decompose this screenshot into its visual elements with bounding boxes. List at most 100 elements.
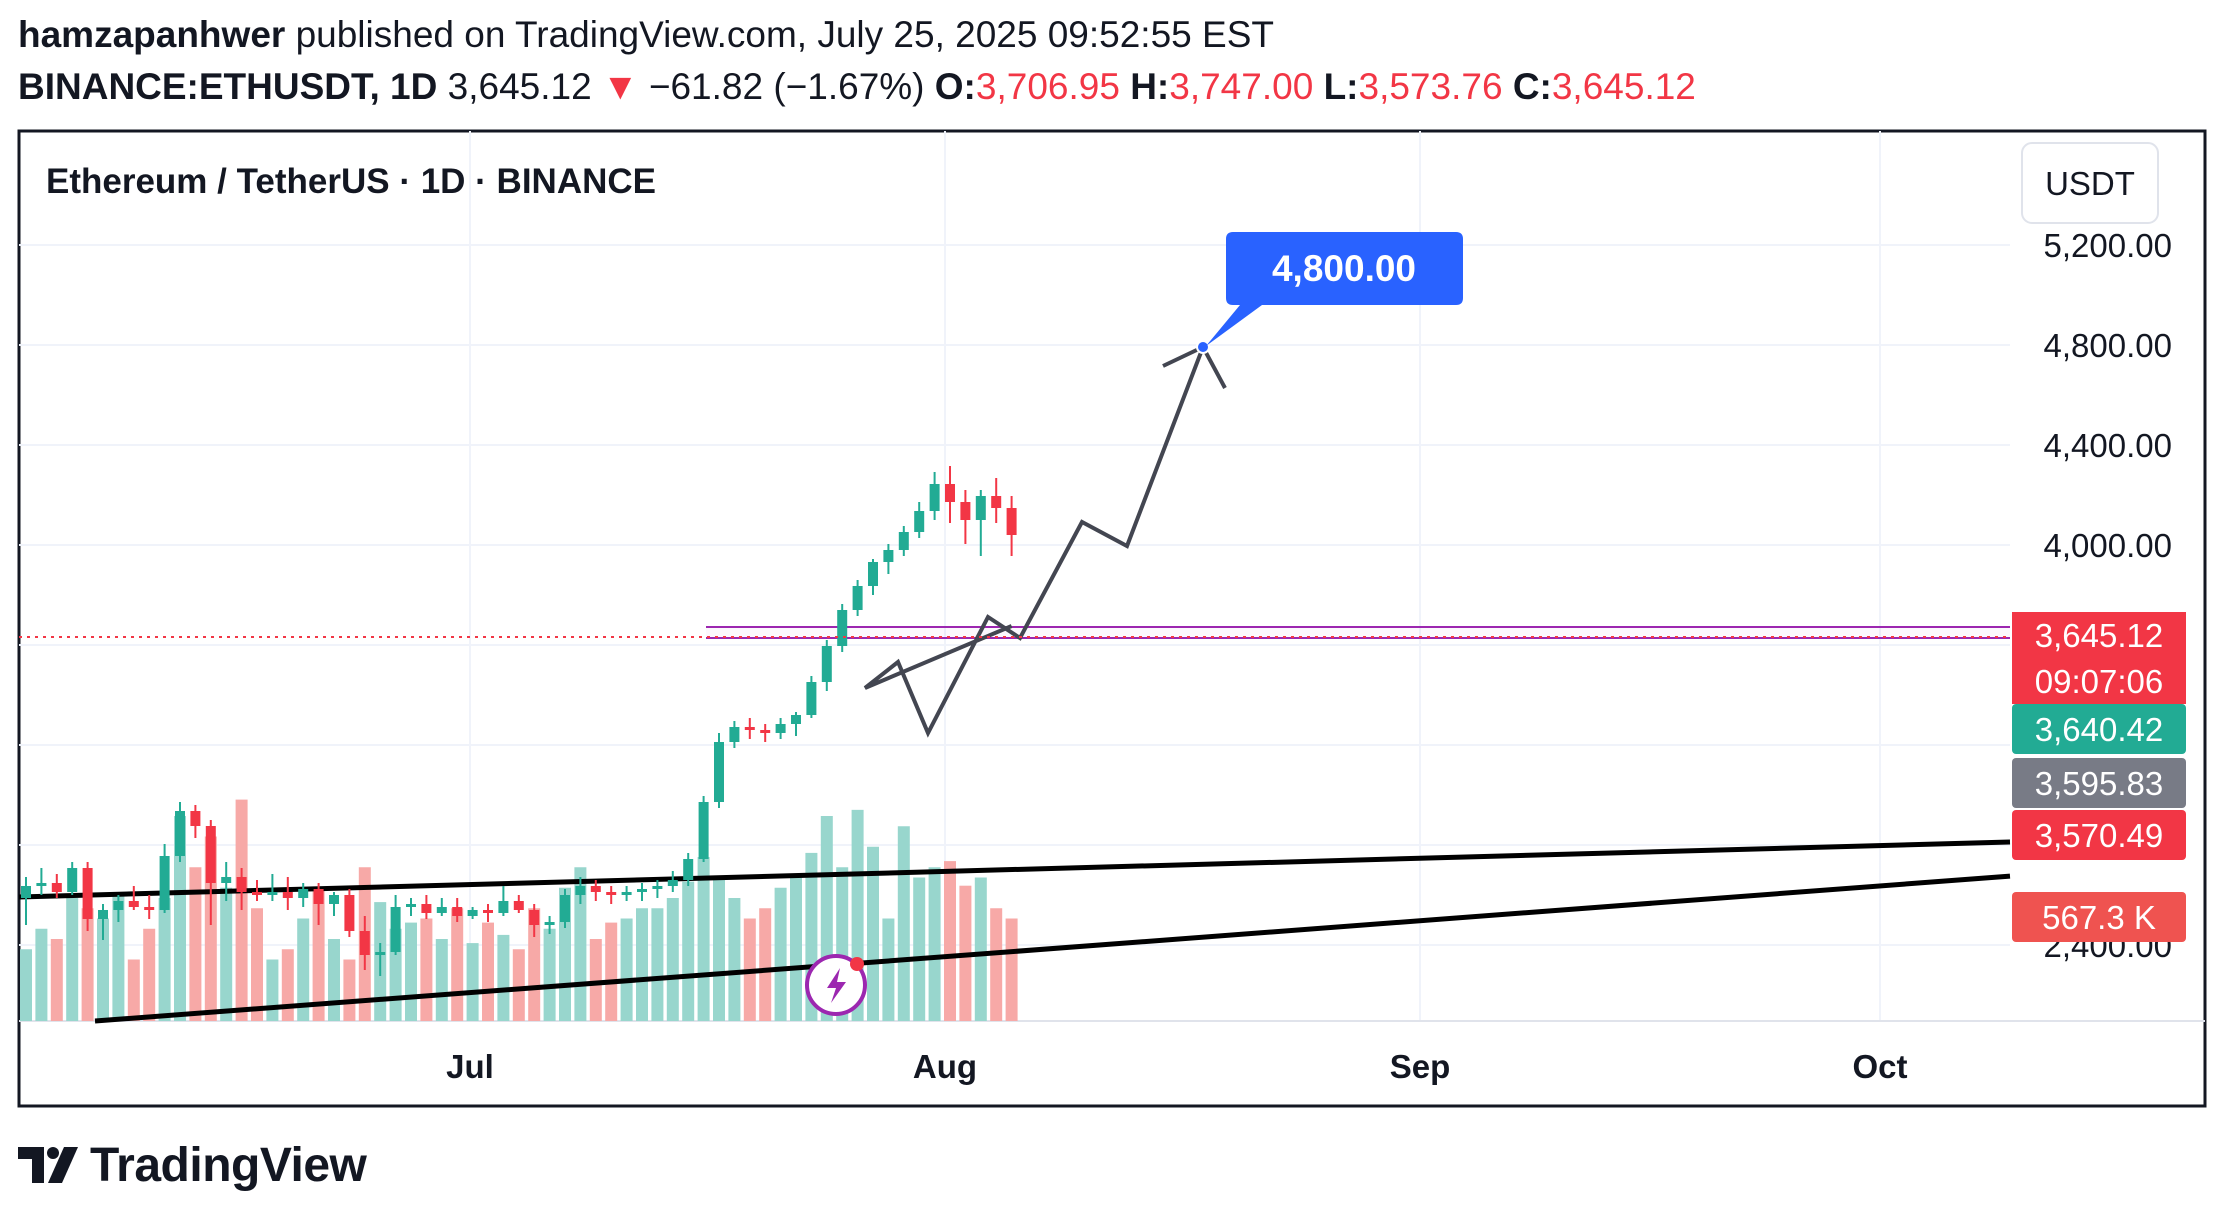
price-tag-label: 3,645.12 (2035, 617, 2163, 654)
volume-bar (328, 939, 340, 1021)
candle-body (390, 907, 401, 952)
volume-bar (266, 959, 279, 1021)
volume-bar (974, 877, 987, 1021)
candle-body (683, 859, 694, 880)
volume-bar (990, 908, 1003, 1021)
snapshot-icon[interactable] (805, 954, 867, 1016)
candle-body (175, 811, 185, 856)
price-axis-label: 4,000.00 (2044, 527, 2172, 564)
candle-body (914, 511, 925, 532)
candle-body (205, 826, 216, 883)
candle-body (1006, 508, 1017, 535)
volume-bar (666, 898, 679, 1021)
volume-bar (81, 908, 94, 1021)
rising-trendline (94, 873, 2011, 1024)
candle-body (652, 886, 663, 889)
volume-bar (143, 928, 156, 1021)
candle-body (852, 586, 863, 610)
close-label: C: (1512, 66, 1552, 107)
candle-body (945, 484, 955, 502)
candle-body (51, 883, 62, 892)
target-callout[interactable]: 4,800.00 (1206, 232, 1463, 346)
low-label: L: (1323, 66, 1359, 107)
volume-bar (251, 908, 263, 1021)
candle-body (421, 904, 432, 913)
volume-bar (682, 881, 695, 1021)
price-axis-label: 5,200.00 (2044, 227, 2172, 264)
candle-body (929, 484, 940, 511)
volume-bar (543, 928, 556, 1021)
price-axis-label: 4,400.00 (2044, 427, 2172, 464)
candle-body (667, 880, 678, 886)
candle-body (883, 550, 894, 562)
trendlines[interactable] (18, 839, 2011, 1024)
symbol-label[interactable]: BINANCE:ETHUSDT, 1D (18, 66, 438, 107)
candle-body (267, 892, 278, 895)
chart-legend-title: Ethereum / TetherUS · 1D · BINANCE (46, 162, 656, 201)
open-label: O: (934, 66, 976, 107)
target-callout-box (1206, 232, 1463, 346)
volume-bar (913, 877, 926, 1021)
candle-body (775, 724, 786, 733)
price-axis-label: 4,800.00 (2044, 327, 2172, 364)
candle-body (606, 892, 617, 895)
candle-body (729, 727, 740, 742)
tradingview-logo[interactable]: TradingView (18, 1135, 367, 1195)
volume-bar (158, 898, 171, 1021)
candle-body (313, 889, 324, 904)
tradingview-logo-icon (18, 1147, 78, 1183)
tradingview-logo-text: TradingView (90, 1138, 367, 1192)
candle-body (36, 883, 47, 886)
currency-button[interactable]: USDT (2021, 142, 2159, 224)
candle-body (575, 886, 586, 895)
candle-body (221, 877, 232, 883)
symbol-info-bar: BINANCE:ETHUSDT, 1D 3,645.12 ▼ −61.82 (−… (18, 62, 1696, 112)
candle-body (498, 901, 509, 913)
candle-body (436, 907, 447, 913)
volume-bar (651, 908, 664, 1021)
volume-bar (928, 867, 941, 1021)
price-tag-box (2012, 704, 2186, 754)
time-axis-label: Jul (446, 1048, 494, 1085)
candle-body (714, 742, 724, 802)
price-tag-box (2012, 758, 2186, 808)
target-point (1196, 340, 1210, 354)
volume-bar (297, 918, 310, 1021)
last-price: 3,645.12 (447, 66, 592, 107)
high-value: 3,747.00 (1169, 66, 1314, 107)
volume-bar (882, 918, 895, 1021)
volume-bar (512, 949, 525, 1021)
candle-body (791, 715, 801, 724)
candle-body (590, 886, 601, 892)
candle-body (375, 952, 386, 955)
open-value: 3,706.95 (975, 66, 1120, 107)
volume-bar (127, 959, 140, 1021)
volume-bar (112, 893, 125, 1021)
volume-bar (20, 949, 32, 1021)
candle-body (744, 727, 755, 730)
candle-body (190, 811, 201, 826)
time-axis-label: Oct (1852, 1048, 1907, 1085)
support-zone (706, 625, 2010, 640)
volume-bar (35, 928, 48, 1021)
volume-bar (312, 887, 325, 1021)
projection-peak-left (1162, 345, 1204, 368)
candle-body (898, 532, 909, 550)
volume-bar (235, 799, 248, 1021)
time-axis: Jul Aug Sep Oct (446, 1048, 1907, 1085)
candle-body (159, 856, 170, 910)
projection-path[interactable] (863, 340, 1227, 738)
volume-bar (66, 898, 79, 1021)
volume-bar (620, 918, 633, 1021)
volume-bar (867, 846, 879, 1021)
author-name[interactable]: hamzapanhwer (18, 14, 286, 55)
candle-body (621, 892, 632, 895)
price-change: −61.82 (−1.67%) (648, 66, 925, 107)
candle-body (975, 496, 986, 520)
candle-body (236, 877, 247, 892)
price-tag-box (2012, 612, 2186, 658)
volume-bar (482, 922, 494, 1021)
candle-body (806, 682, 817, 715)
price-tag-box (2012, 892, 2186, 942)
